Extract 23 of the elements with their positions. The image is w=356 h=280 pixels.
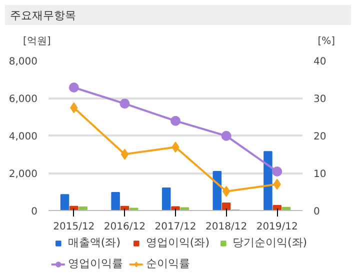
y2-tick-label: 10	[314, 169, 326, 180]
y2-tick-label: 30	[314, 94, 326, 105]
legend-label: 당기순이익(좌)	[232, 235, 308, 250]
y-tick-label: 6,000	[8, 94, 38, 105]
y-tick-label: 2,000	[8, 169, 38, 180]
y-axis-title: [억원]	[23, 35, 51, 49]
y2-axis-title: [%]	[318, 35, 335, 49]
y2-tick-label: 40	[314, 56, 326, 68]
legend-label: 매출액(좌)	[68, 235, 120, 250]
y-tick-label: 4,000	[8, 132, 38, 142]
x-tick-label: 2018/12	[206, 222, 248, 232]
legend-label: 순이익률	[146, 256, 190, 271]
legend-label: 영업이익(좌)	[146, 235, 210, 250]
x-tick-label: 2019/12	[256, 222, 298, 232]
y2-tick-label: 20	[314, 132, 326, 142]
x-tick-label: 2016/12	[104, 222, 146, 232]
y-tick-label: 8,000	[8, 56, 38, 68]
chart-title: 주요재무항목	[10, 8, 76, 24]
x-tick-label: 2017/12	[154, 222, 196, 232]
y-tick-label: 0	[31, 206, 38, 218]
x-tick-label: 2015/12	[53, 222, 95, 232]
y2-tick-label: 0	[314, 206, 320, 218]
legend-label: 영업이익률	[68, 256, 123, 271]
